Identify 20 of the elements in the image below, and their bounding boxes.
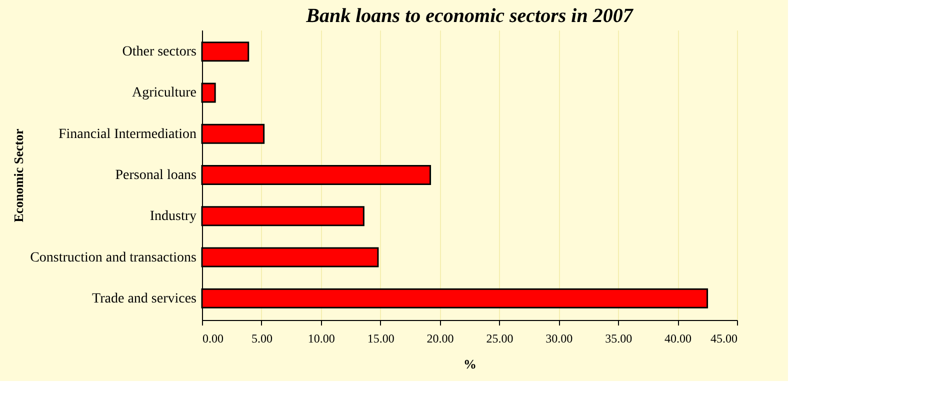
y-tick-label: Agriculture bbox=[132, 86, 196, 101]
y-tick-label: Personal loans bbox=[115, 168, 196, 183]
x-tick-label: 10.00 bbox=[308, 332, 335, 346]
x-tick-label: 45.00 bbox=[710, 332, 738, 346]
x-tick-label: 15.00 bbox=[367, 332, 394, 346]
x-tick-label: 0.00 bbox=[202, 332, 224, 346]
x-tick-label: 40.00 bbox=[664, 332, 692, 346]
y-tick-label: Trade and services bbox=[92, 291, 196, 306]
x-axis-title: % bbox=[464, 356, 476, 372]
y-tick-label: Financial Intermediation bbox=[58, 126, 196, 142]
x-tick-label: 30.00 bbox=[546, 332, 573, 346]
x-tick-label: 35.00 bbox=[605, 332, 632, 346]
x-tick-label: 20.00 bbox=[426, 332, 454, 346]
y-tick-label: Construction and transactions bbox=[30, 250, 196, 266]
chart-title: Bank loans to economic sectors in 2007 bbox=[305, 5, 634, 27]
y-tick-label: Other sectors bbox=[122, 44, 196, 60]
x-tick-label: 5.00 bbox=[251, 332, 272, 346]
y-axis-title: Economic Sector bbox=[11, 128, 26, 222]
y-tick-label: Industry bbox=[150, 209, 196, 224]
x-tick-label: 25.00 bbox=[486, 332, 514, 346]
